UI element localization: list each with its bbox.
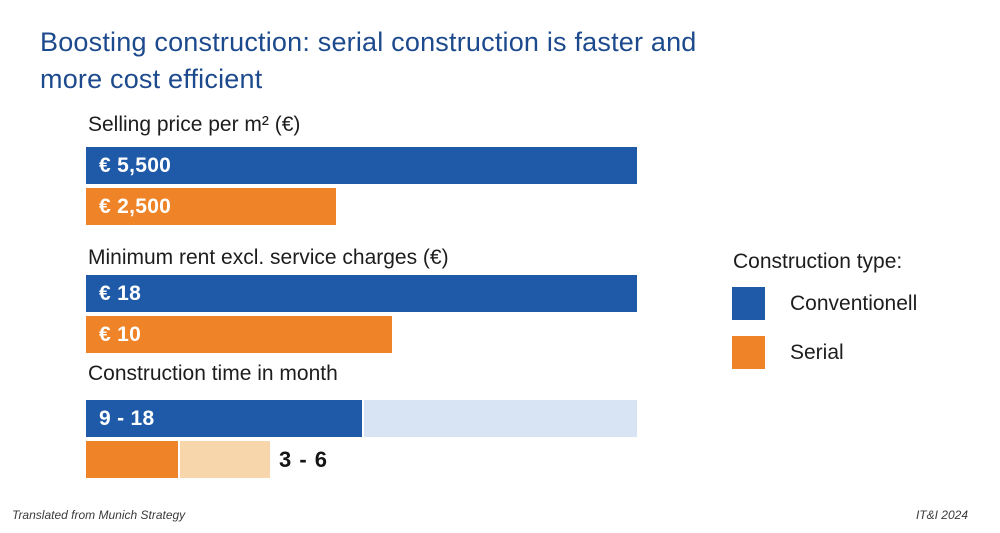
bar-serial-range	[180, 441, 270, 478]
bar-serial	[86, 441, 178, 478]
bar-conventionell: 9 - 18	[86, 400, 362, 437]
legend-title: Construction type:	[733, 250, 903, 273]
bar-value-label: € 2,500	[99, 195, 172, 218]
bar-value-label: € 18	[99, 282, 142, 305]
source-note: Translated from Munich Strategy	[12, 508, 186, 522]
bar-value-label: € 10	[99, 323, 142, 346]
group-label: Minimum rent excl. service charges (€)	[88, 246, 449, 269]
bar-serial: € 10	[86, 316, 392, 353]
bar-conventionell-range	[364, 400, 637, 437]
legend-swatch-conventionell	[732, 287, 765, 320]
bar-conventionell: € 18	[86, 275, 637, 312]
chart-title: Boosting construction: serial constructi…	[40, 24, 697, 98]
group-label: Selling price per m² (€)	[88, 113, 301, 136]
bar-serial: € 2,500	[86, 188, 336, 225]
legend-label-serial: Serial	[790, 341, 844, 364]
chart-title-line-2: more cost efficient	[40, 64, 263, 94]
footnote: IT&I 2024	[915, 508, 968, 522]
bar-value-label: 9 - 18	[99, 407, 155, 430]
group-label: Construction time in month	[88, 362, 338, 385]
bar-value-label: € 5,500	[99, 154, 172, 177]
chart-title-line-1: Boosting construction: serial constructi…	[40, 27, 697, 57]
legend-label-conventionell: Conventionell	[790, 292, 918, 315]
legend-swatch-serial	[732, 336, 765, 369]
bar-conventionell: € 5,500	[86, 147, 637, 184]
bar-value-label: 3 - 6	[279, 447, 329, 472]
